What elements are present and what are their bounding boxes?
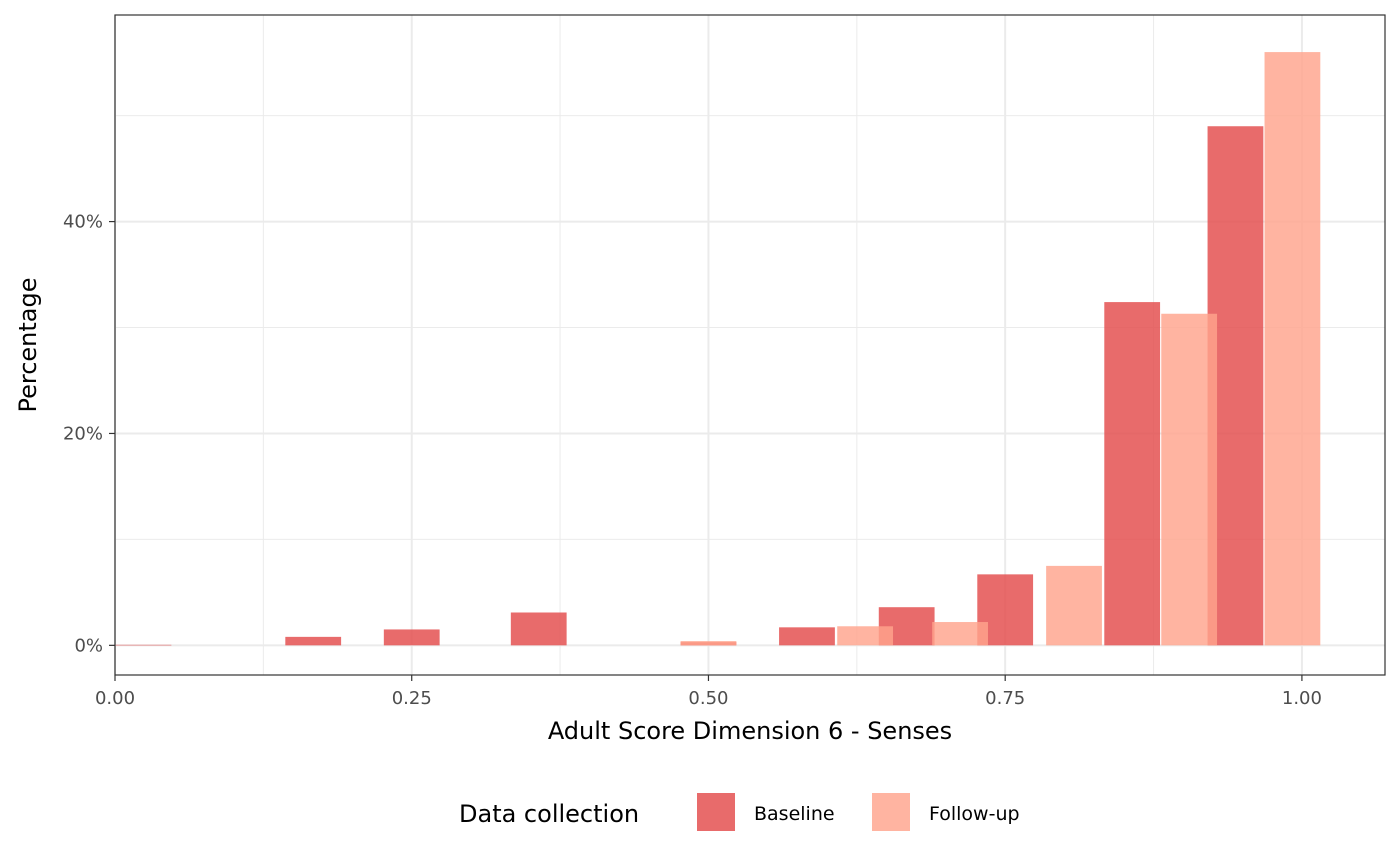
legend-title: Data collection — [459, 800, 639, 828]
legend-label-baseline: Baseline — [754, 803, 835, 825]
legend-swatch-baseline — [697, 793, 735, 831]
legend: Data collection Baseline Follow-up — [459, 793, 1020, 831]
y-tick-label-2: 40% — [63, 212, 103, 233]
x-tick-label-0: 0.00 — [95, 688, 135, 709]
legend-swatch-follow-up — [872, 793, 910, 831]
bar-baseline-5 — [779, 627, 835, 646]
bar-baseline-8 — [1104, 302, 1161, 646]
bar-follow-up-5 — [837, 626, 894, 646]
bar-follow-up-4 — [680, 641, 737, 646]
y-axis-title: Percentage — [14, 277, 42, 412]
panel-border — [114, 14, 1386, 676]
y-tick-label-0: 0% — [74, 635, 103, 656]
legend-label-follow-up: Follow-up — [929, 803, 1020, 825]
bar-baseline-3 — [510, 612, 567, 646]
bar-baseline-0 — [115, 644, 172, 646]
bars — [115, 52, 1321, 646]
bar-baseline-2 — [383, 629, 440, 646]
x-axis-title: Adult Score Dimension 6 - Senses — [548, 717, 952, 745]
bar-follow-up-8 — [1161, 313, 1218, 646]
bar-follow-up-9 — [1264, 52, 1321, 646]
bar-follow-up-7 — [1046, 565, 1102, 646]
x-axis-ticks: 0.00 0.25 0.50 0.75 1.00 — [95, 675, 1322, 709]
bar-baseline-1 — [285, 636, 342, 646]
y-axis-ticks: 0% 20% 40% — [63, 212, 115, 656]
y-tick-label-1: 20% — [63, 423, 103, 444]
x-tick-label-2: 0.50 — [688, 688, 728, 709]
x-tick-label-3: 0.75 — [985, 688, 1025, 709]
x-tick-label-4: 1.00 — [1282, 688, 1322, 709]
bar-follow-up-6 — [932, 622, 988, 646]
x-tick-label-1: 0.25 — [392, 688, 432, 709]
